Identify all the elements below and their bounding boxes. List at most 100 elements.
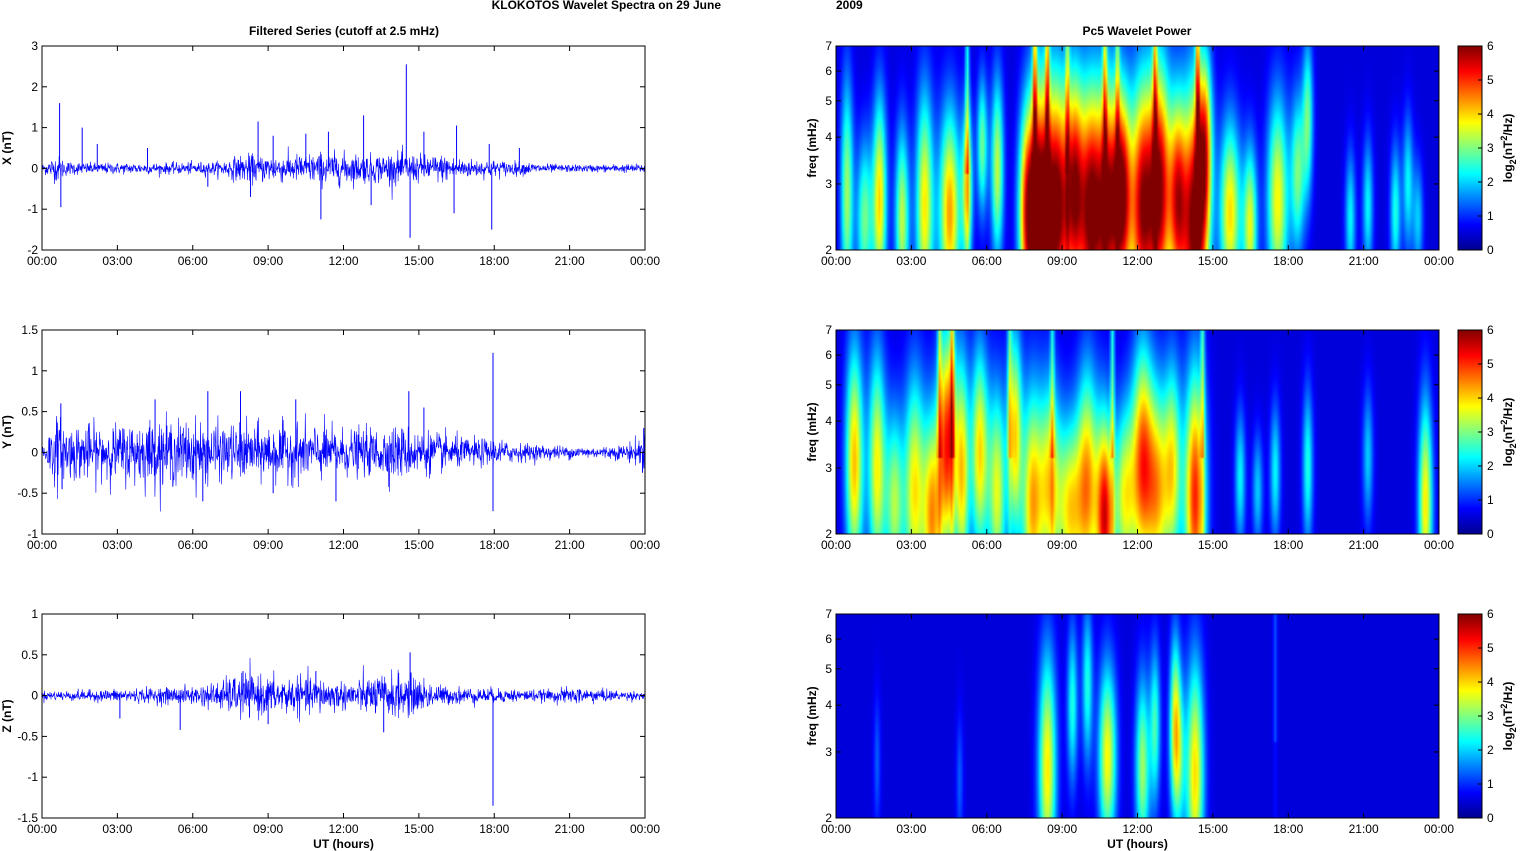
x-tick-label: 18:00 (479, 254, 509, 268)
x-tick-label: 00:00 (27, 822, 57, 836)
colorbar-tick-label: 3 (1487, 141, 1494, 155)
plot-frame (42, 614, 645, 818)
colorbar-tick-label: 4 (1487, 107, 1494, 121)
y-tick-label: 6 (825, 348, 832, 362)
x-tick-label: 00:00 (821, 254, 851, 268)
x-tick-label: 06:00 (972, 254, 1002, 268)
series-line (42, 411, 645, 511)
panels: -2 -1 0 1 2 3 X (nT) 00:00 03:00 06:00 09:00 12:00 1… (0, 39, 1518, 851)
x-tick-label: 00:00 (821, 538, 851, 552)
series-panel-2: -1 -0.5 0 0.5 1 1.5 Y (nT) (0, 323, 645, 541)
colorbar-tick-label: 0 (1487, 243, 1494, 257)
x-tick-label: 09:00 (1047, 822, 1077, 836)
figure-title-year: 2009 (836, 0, 863, 12)
x-tick-label: 15:00 (1198, 254, 1228, 268)
colorbar-tick-label: 2 (1487, 459, 1494, 473)
x-tick-label: 21:00 (555, 822, 585, 836)
x-tick-label: 06:00 (178, 254, 208, 268)
wavelet-panel-3: 2 3 4 5 6 7 freq (mHz) 0 1 2 3 4 5 6 log2(nT2/Hz) (805, 607, 1518, 825)
x-tick-label: 18:00 (479, 822, 509, 836)
x-tick-label: 06:00 (972, 822, 1002, 836)
y-tick-label: 3 (825, 745, 832, 759)
y-tick-label: 7 (825, 607, 832, 621)
y-tick-label: 7 (825, 323, 832, 337)
x-tick-label: 00:00 (27, 254, 57, 268)
x-tick-label: 12:00 (328, 538, 358, 552)
wavelet-panel-1: 2 3 4 5 6 7 freq (mHz) 0 1 2 3 4 5 6 log2(nT2/Hz) (805, 39, 1518, 257)
colorbar-tick-label: 2 (1487, 175, 1494, 189)
x-axis-label-right: UT (hours) (1107, 837, 1168, 851)
y-tick-label: 0.5 (21, 405, 38, 419)
colorbar-tick-label: 1 (1487, 493, 1494, 507)
y-tick-label: 4 (825, 130, 832, 144)
x-tick-label: 12:00 (1122, 254, 1152, 268)
x-tick-label: 21:00 (555, 254, 585, 268)
x-tick-label: 15:00 (404, 538, 434, 552)
x-tick-label: 03:00 (102, 254, 132, 268)
y-tick-label: 3 (825, 461, 832, 475)
heatmap-image (836, 330, 1439, 534)
colorbar-tick-label: 6 (1487, 607, 1494, 621)
x-tick-label: 00:00 (630, 538, 660, 552)
x-tick-label: 18:00 (1273, 538, 1303, 552)
colorbar-tick-label: 3 (1487, 425, 1494, 439)
y-axis-label: freq (mHz) (805, 686, 819, 745)
colorbar-label: log2(nT2/Hz) (1499, 114, 1518, 183)
colorbar-tick-label: 2 (1487, 743, 1494, 757)
x-tick-label: 18:00 (1273, 254, 1303, 268)
y-tick-label: 1 (31, 607, 38, 621)
x-tick-label: 00:00 (1424, 822, 1454, 836)
colorbar-tick-label: 6 (1487, 39, 1494, 53)
colorbar-label: log2(nT2/Hz) (1499, 398, 1518, 467)
y-tick-label: 0 (31, 161, 38, 175)
y-tick-label: 7 (825, 39, 832, 53)
y-tick-label: 2 (31, 80, 38, 94)
colorbar-tick-label: 4 (1487, 391, 1494, 405)
y-tick-label: 5 (825, 94, 832, 108)
y-tick-label: -0.5 (17, 486, 38, 500)
y-tick-label: -1 (27, 202, 38, 216)
wavelet-panel-2: 234567freq (mHz)0123456log2(nT2/Hz) (805, 323, 1518, 541)
y-tick-label: 1 (31, 364, 38, 378)
y-tick-label: 1 (31, 121, 38, 135)
y-tick-label: 3 (31, 39, 38, 53)
x-tick-label: 09:00 (1047, 254, 1077, 268)
y-tick-label: 6 (825, 632, 832, 646)
x-tick-label: 18:00 (1273, 822, 1303, 836)
colorbar-tick-label: 0 (1487, 811, 1494, 825)
left-column-title: Filtered Series (cutoff at 2.5 mHz) (249, 24, 439, 38)
colorbar-tick-label: 4 (1487, 675, 1494, 689)
colorbar-tick-label: 3 (1487, 709, 1494, 723)
y-tick-label: 5 (825, 662, 832, 676)
y-tick-label: 3 (825, 177, 832, 191)
colorbar: 0 1 2 3 4 5 6 log2(nT2/Hz) (1458, 39, 1518, 257)
colorbar-label: log2(nT2/Hz) (1499, 682, 1518, 751)
x-tick-label: 00:00 (821, 822, 851, 836)
plot-frame (42, 46, 645, 250)
y-axis-label: Z (nT) (0, 699, 14, 732)
x-tick-label: 03:00 (102, 538, 132, 552)
colorbar: 0 1 2 3 4 5 6 log2(nT2/Hz) (1458, 607, 1518, 825)
y-tick-label: -1 (27, 770, 38, 784)
x-tick-label: 06:00 (178, 538, 208, 552)
x-tick-label: 00:00 (27, 538, 57, 552)
x-tick-label: 15:00 (404, 254, 434, 268)
x-tick-label: 00:00 (1424, 254, 1454, 268)
y-tick-label: 6 (825, 64, 832, 78)
y-tick-label: 4 (825, 698, 832, 712)
x-tick-label: 15:00 (1198, 822, 1228, 836)
series-line (42, 658, 645, 722)
right-column-title: Pc5 Wavelet Power (1083, 24, 1192, 38)
colorbar-tick-label: 6 (1487, 323, 1494, 337)
x-tick-label: 06:00 (178, 822, 208, 836)
x-tick-label: 12:00 (1122, 538, 1152, 552)
x-tick-label: 00:00 (630, 254, 660, 268)
x-tick-label: 15:00 (404, 822, 434, 836)
y-tick-label: 1.5 (21, 323, 38, 337)
y-tick-label: 0 (31, 689, 38, 703)
x-tick-label: 21:00 (1349, 822, 1379, 836)
x-tick-label: 06:00 (972, 538, 1002, 552)
y-tick-label: -0.5 (17, 729, 38, 743)
x-tick-label: 12:00 (328, 254, 358, 268)
